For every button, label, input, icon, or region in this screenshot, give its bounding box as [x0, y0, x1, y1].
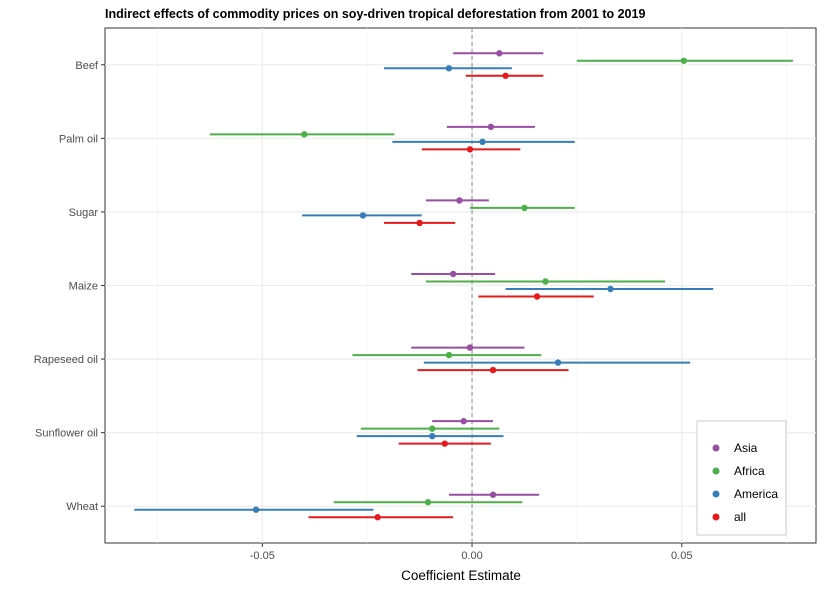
y-tick-label: Beef	[75, 60, 99, 72]
y-axis: Beef Palm oil Sugar Maize Rapeseed oil Sunflo…	[34, 60, 105, 513]
x-axis-title: Coefficient Estimate	[401, 568, 521, 583]
estimate-point	[487, 123, 495, 131]
legend-key-all	[712, 513, 720, 521]
estimate-point	[416, 219, 423, 227]
estimate-point	[445, 65, 453, 72]
estimate-point	[449, 270, 457, 278]
y-tick-label: Palm oil	[59, 133, 98, 145]
estimate-point	[428, 425, 436, 432]
estimate-point	[489, 491, 497, 498]
y-tick-label: Wheat	[66, 501, 98, 513]
estimate-point	[521, 204, 528, 212]
estimate-point	[466, 344, 474, 351]
y-tick-label: Maize	[69, 281, 98, 293]
estimate-point	[502, 72, 509, 79]
estimate-point	[489, 366, 497, 374]
x-tick-label: 0.00	[461, 550, 482, 562]
y-tick-label: Rapeseed oil	[34, 354, 98, 366]
legend-label-all: all	[734, 510, 746, 524]
x-axis: -0.05 0.00 0.05	[250, 543, 692, 562]
legend-label-africa: Africa	[734, 464, 765, 478]
legend: Asia Africa America all	[696, 420, 787, 536]
estimate-point	[428, 432, 436, 440]
estimate-point	[445, 351, 453, 359]
legend-key-africa	[712, 467, 720, 475]
legend-items: Asia Africa America all	[712, 441, 778, 524]
legend-label-america: America	[734, 487, 778, 501]
data-marks	[134, 50, 793, 521]
estimate-point	[252, 506, 260, 513]
estimate-point	[301, 131, 308, 138]
estimate-point	[680, 57, 688, 64]
estimate-point	[607, 285, 614, 293]
series-all	[308, 72, 594, 521]
estimate-point	[466, 146, 474, 153]
legend-key-america	[712, 490, 720, 498]
series-america	[134, 65, 714, 513]
estimate-point	[554, 359, 562, 366]
series-africa	[209, 57, 793, 506]
estimate-point	[424, 499, 432, 506]
estimate-point	[441, 440, 448, 447]
estimate-point	[542, 278, 549, 285]
x-tick-label: 0.05	[671, 550, 692, 562]
estimate-point	[374, 514, 381, 521]
estimate-point	[496, 50, 503, 57]
legend-box	[696, 420, 787, 536]
y-tick-label: Sunflower oil	[35, 428, 98, 440]
chart-title: Indirect effects of commodity prices on …	[105, 7, 645, 21]
estimate-point	[479, 138, 486, 146]
estimate-point	[359, 212, 367, 219]
x-tick-label: -0.05	[250, 550, 275, 562]
estimate-point	[456, 197, 463, 204]
legend-key-asia	[712, 444, 720, 452]
estimate-point	[460, 417, 467, 425]
y-tick-label: Sugar	[69, 207, 99, 219]
series-asia	[411, 50, 544, 498]
legend-label-asia: Asia	[734, 441, 758, 455]
estimate-point	[533, 293, 541, 300]
